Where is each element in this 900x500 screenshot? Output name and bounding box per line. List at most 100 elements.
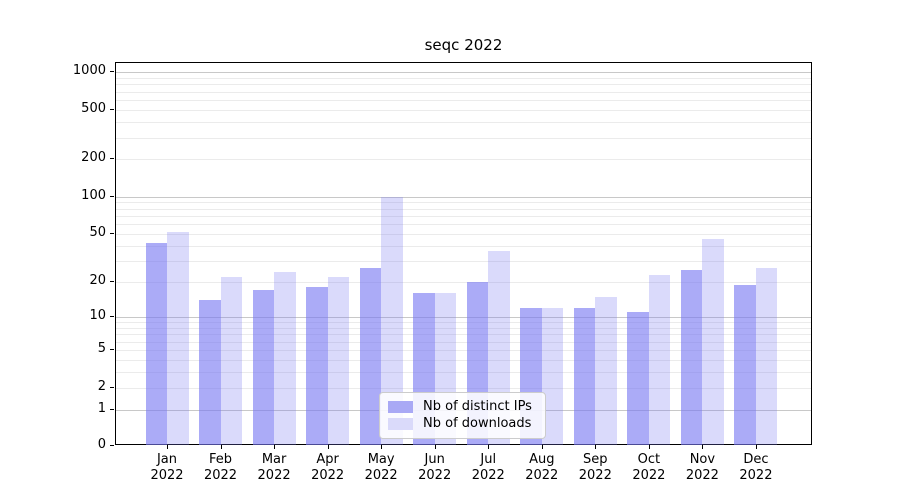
bar-downloads — [755, 268, 778, 445]
bar-downloads — [327, 277, 350, 445]
x-tick-mark — [327, 445, 329, 449]
bar-downloads — [541, 307, 564, 445]
minor-gridline — [116, 202, 811, 204]
minor-gridline — [116, 91, 811, 93]
minor-gridline — [116, 349, 811, 351]
minor-gridline — [116, 359, 811, 361]
x-tick-mark — [220, 445, 222, 449]
x-tick-mark — [488, 445, 490, 449]
y-tick-label: 5 — [97, 340, 106, 356]
x-tick-mark — [595, 445, 597, 449]
bar-distinct-ips — [359, 268, 382, 445]
x-tick-mark — [541, 445, 543, 449]
y-tick-label: 0 — [97, 437, 106, 452]
y-tick-mark — [110, 71, 114, 73]
y-tick-mark — [110, 158, 114, 160]
y-tick-label: 200 — [81, 150, 106, 166]
x-tick-mark — [648, 445, 650, 449]
x-tick-label: Apr 2022 — [311, 452, 345, 483]
minor-gridline — [116, 159, 811, 161]
minor-gridline — [116, 233, 811, 235]
minor-gridline — [116, 322, 811, 324]
y-tick-mark — [110, 445, 114, 446]
major-gridline — [116, 72, 811, 74]
bar-downloads — [595, 296, 617, 445]
minor-gridline — [116, 215, 811, 217]
y-tick-label: 100 — [81, 187, 106, 203]
minor-gridline — [116, 208, 811, 210]
bar-distinct-ips — [627, 312, 649, 445]
minor-gridline — [116, 327, 811, 329]
minor-gridline — [116, 100, 811, 102]
y-tick-mark — [110, 386, 114, 388]
x-tick-label: Jul 2022 — [471, 452, 505, 483]
y-tick-mark — [110, 108, 114, 110]
bar-distinct-ips — [199, 300, 221, 445]
legend-label-downloads: Nb of downloads — [423, 416, 532, 431]
minor-gridline — [116, 121, 811, 123]
minor-gridline — [116, 224, 811, 226]
major-gridline — [116, 317, 811, 319]
minor-gridline — [116, 245, 811, 247]
x-tick-label: Nov 2022 — [685, 452, 719, 483]
legend-swatch-downloads — [388, 417, 413, 430]
x-tick-mark — [274, 445, 276, 449]
y-tick-label: 1000 — [72, 63, 106, 79]
bar-downloads — [381, 196, 403, 445]
minor-gridline — [116, 334, 811, 336]
legend-label-distinct-ips: Nb of distinct IPs — [423, 399, 532, 414]
x-tick-mark — [434, 445, 436, 449]
y-tick-label: 1 — [97, 400, 106, 416]
x-tick-label: Aug 2022 — [525, 452, 559, 483]
y-tick-mark — [110, 316, 114, 318]
bar-distinct-ips — [306, 287, 328, 445]
y-tick-mark — [110, 232, 114, 234]
bar-downloads — [648, 274, 671, 445]
bar-distinct-ips — [145, 243, 167, 445]
bar-distinct-ips — [734, 284, 756, 445]
legend-item-downloads: Nb of downloads — [388, 415, 537, 432]
bar-distinct-ips — [252, 290, 275, 445]
plot-area — [115, 62, 812, 445]
minor-gridline — [116, 78, 811, 80]
minor-gridline — [116, 137, 811, 139]
bar-downloads — [702, 239, 724, 445]
chart-title: seqc 2022 — [424, 36, 503, 54]
bar-distinct-ips — [573, 307, 596, 445]
x-tick-label: Jan 2022 — [150, 452, 184, 483]
x-tick-mark — [755, 445, 757, 449]
bar-downloads — [274, 272, 296, 445]
x-tick-label: Feb 2022 — [203, 452, 238, 483]
minor-gridline — [116, 84, 811, 86]
bar-downloads — [167, 231, 189, 445]
minor-gridline — [116, 387, 811, 389]
minor-gridline — [116, 371, 811, 373]
legend-swatch-distinct-ips — [388, 400, 413, 413]
minor-gridline — [116, 260, 811, 262]
y-tick-mark — [110, 408, 114, 410]
y-tick-label: 2 — [97, 378, 106, 394]
bar-distinct-ips — [680, 270, 703, 445]
x-tick-label: Jun 2022 — [418, 452, 452, 483]
legend: Nb of distinct IPs Nb of downloads — [379, 392, 546, 439]
bar-downloads — [220, 277, 243, 445]
x-tick-label: May 2022 — [364, 452, 398, 483]
x-tick-label: Oct 2022 — [632, 452, 666, 483]
x-tick-label: Mar 2022 — [257, 452, 291, 483]
y-tick-mark — [110, 280, 114, 282]
y-tick-mark — [110, 195, 114, 197]
x-tick-label: Dec 2022 — [739, 452, 773, 483]
y-tick-label: 10 — [89, 308, 106, 324]
y-tick-mark — [110, 348, 114, 350]
y-tick-label: 20 — [89, 272, 106, 288]
x-tick-mark — [381, 445, 383, 449]
y-tick-label: 50 — [89, 224, 106, 240]
major-gridline — [116, 196, 811, 198]
minor-gridline — [116, 341, 811, 343]
x-tick-mark — [702, 445, 704, 449]
minor-gridline — [116, 281, 811, 283]
minor-gridline — [116, 109, 811, 111]
x-tick-mark — [167, 445, 168, 449]
x-tick-label: Sep 2022 — [578, 452, 612, 483]
